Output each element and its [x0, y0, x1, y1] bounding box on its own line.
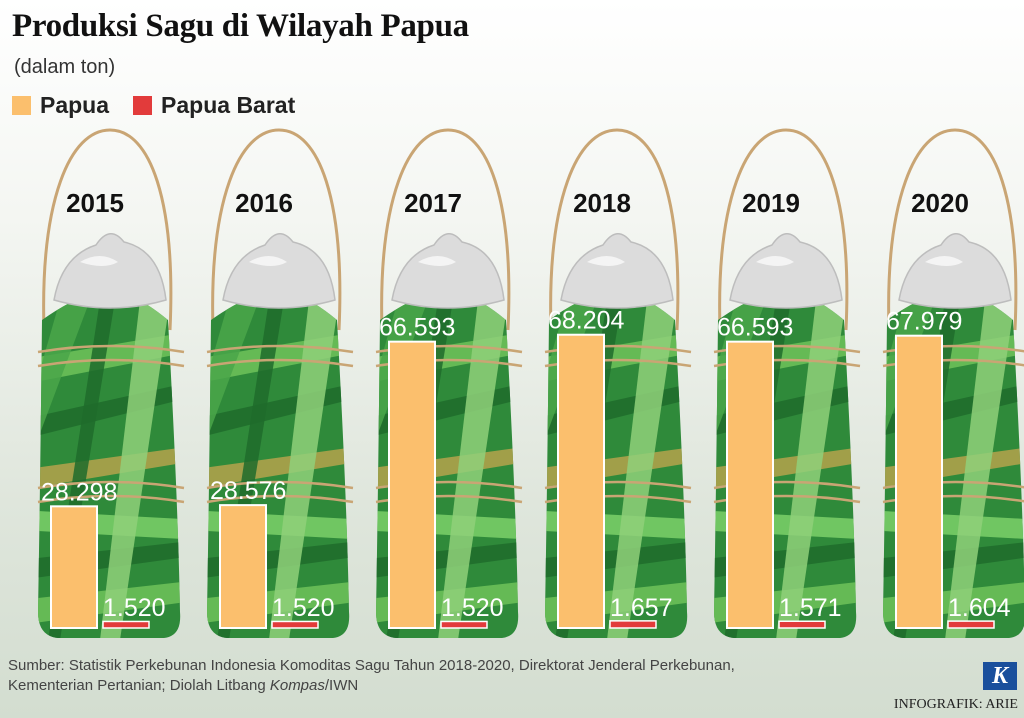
- sago-highlight: [80, 256, 118, 266]
- sago-highlight: [418, 256, 456, 266]
- bar-papua: [895, 334, 943, 629]
- rope-band: [206, 480, 354, 490]
- rope-band: [206, 344, 354, 354]
- bar-papua: [219, 504, 267, 629]
- rope-handle: [211, 128, 342, 331]
- value-label-papua-barat: 1.520: [103, 594, 166, 622]
- source-line-2-italic: Kompas: [269, 677, 325, 694]
- rope-handle: [887, 128, 1018, 331]
- year-label: 2019: [742, 188, 800, 218]
- rope-band: [37, 344, 185, 354]
- credit-text: INFOGRAFIK: ARIE: [893, 697, 1018, 712]
- year-label: 2020: [911, 188, 969, 218]
- bar-papua: [388, 340, 436, 629]
- source-line-1: Sumber: Statistik Perkebunan Indonesia K…: [8, 657, 735, 674]
- bar-papua: [726, 340, 774, 629]
- sago-mound: [391, 233, 505, 309]
- sago-mound: [53, 233, 167, 309]
- bar-papua-barat: [102, 620, 150, 629]
- kompas-logo: K: [983, 662, 1017, 690]
- sago-highlight: [756, 256, 794, 266]
- value-label-papua: 28.298: [41, 478, 117, 506]
- legend-item-papua-barat: Papua Barat: [133, 92, 295, 119]
- chart-title: Produksi Sagu di Wilayah Papua: [12, 8, 469, 44]
- legend: Papua Papua Barat: [12, 92, 319, 119]
- legend-label-papua: Papua: [40, 92, 110, 118]
- sack-2015: 2015 28.298 1.520: [37, 128, 185, 638]
- value-label-papua: 66.593: [379, 314, 455, 342]
- sago-highlight: [249, 256, 287, 266]
- value-label-papua-barat: 1.520: [272, 594, 335, 622]
- bar-papua-barat: [947, 620, 995, 629]
- sago-mound: [222, 233, 336, 309]
- year-label: 2015: [66, 188, 124, 218]
- legend-item-papua: Papua: [12, 92, 109, 119]
- sack-2019: 2019 66.593 1.571: [713, 128, 861, 638]
- chart-subtitle: (dalam ton): [14, 56, 116, 78]
- value-label-papua: 28.576: [210, 477, 286, 505]
- rope-handle: [549, 128, 680, 331]
- source-line-2: Kementerian Pertanian; Diolah Litbang Ko…: [8, 676, 868, 696]
- value-label-papua: 68.204: [548, 307, 625, 335]
- sack-2018: 2018 68.204 1.657: [544, 128, 692, 638]
- sago-mound: [560, 233, 674, 309]
- year-label: 2018: [573, 188, 631, 218]
- source-line-2-prefix: Kementerian Pertanian; Diolah Litbang: [8, 677, 270, 694]
- sago-highlight: [587, 256, 625, 266]
- rope-handle: [718, 128, 849, 331]
- bar-papua-barat: [778, 620, 826, 629]
- sago-mound: [898, 233, 1012, 309]
- rope-band: [206, 494, 354, 504]
- rope-handle: [42, 128, 173, 331]
- rope-band: [37, 480, 185, 490]
- sack-2017: 2017 66.593 1.520: [375, 128, 523, 638]
- rope-band: [37, 358, 185, 368]
- rope-handle: [380, 128, 511, 331]
- value-label-papua: 67.979: [886, 308, 962, 336]
- sago-mound: [729, 233, 843, 309]
- sack-2016: 2016 28.576 1.520: [206, 128, 354, 638]
- source-line-2-suffix: /IWN: [324, 677, 359, 694]
- year-label: 2016: [235, 188, 293, 218]
- source-note: Sumber: Statistik Perkebunan Indonesia K…: [8, 656, 868, 696]
- year-label: 2017: [404, 188, 462, 218]
- sack-2020: 2020 67.979 1.604: [882, 128, 1024, 638]
- value-label-papua-barat: 1.604: [948, 594, 1011, 622]
- legend-swatch-papua-barat: [133, 96, 153, 115]
- rope-band: [37, 494, 185, 504]
- bar-papua: [557, 333, 605, 629]
- sago-highlight: [925, 256, 963, 266]
- rope-band: [206, 358, 354, 368]
- legend-swatch-papua: [12, 96, 31, 115]
- value-label-papua: 66.593: [717, 314, 793, 342]
- value-label-papua-barat: 1.657: [610, 594, 673, 622]
- value-label-papua-barat: 1.571: [779, 594, 842, 622]
- legend-label-papua-barat: Papua Barat: [161, 92, 296, 118]
- bar-papua-barat: [440, 620, 488, 629]
- bar-papua-barat: [609, 620, 657, 629]
- value-label-papua-barat: 1.520: [441, 594, 504, 622]
- bar-papua: [50, 505, 98, 629]
- bar-papua-barat: [271, 620, 319, 629]
